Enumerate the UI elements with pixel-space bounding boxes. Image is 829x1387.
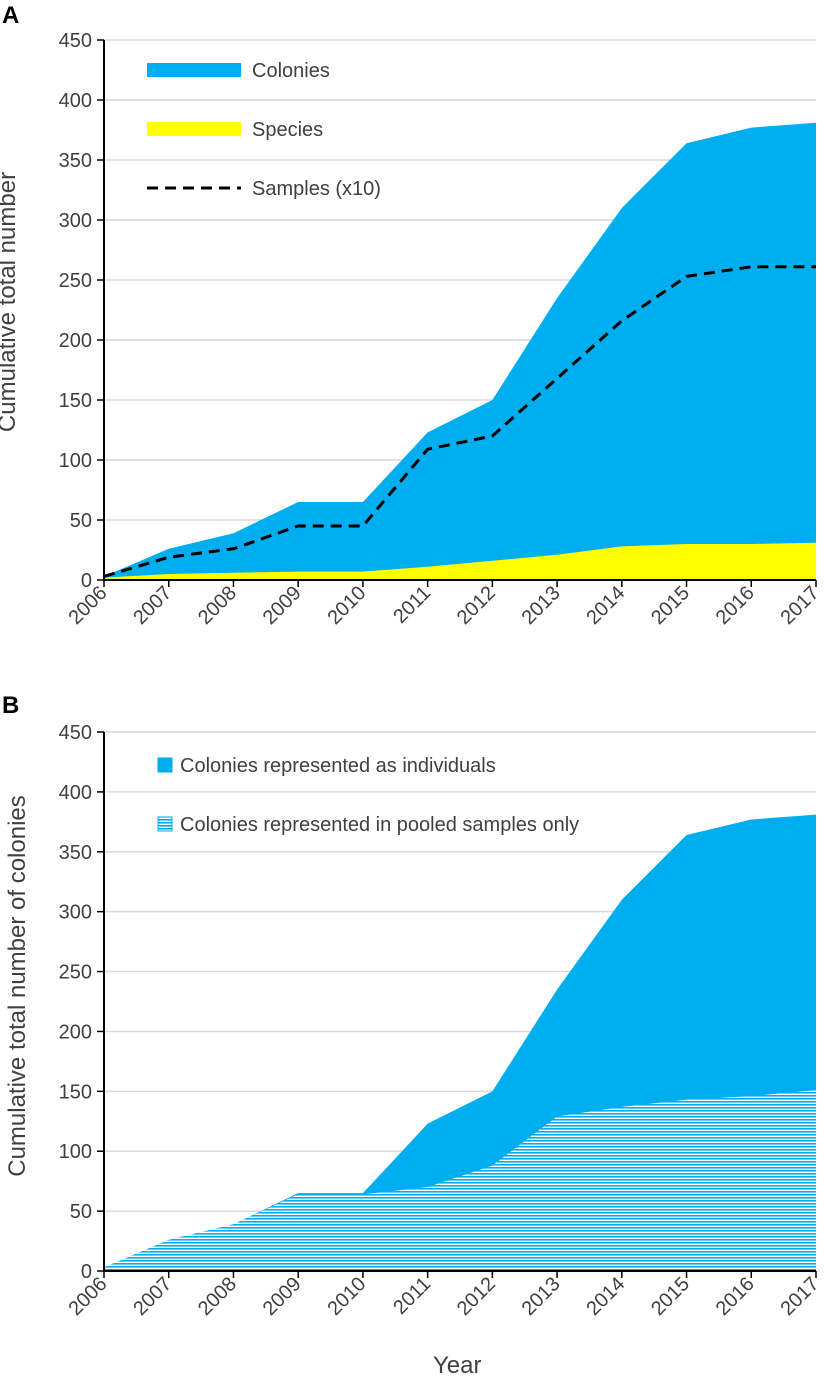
x-tick-label: 2017: [777, 582, 824, 629]
x-tick-label: 2010: [323, 582, 370, 629]
panel-a: A Cumulative total number 0 50 100 150 200 25…: [0, 0, 829, 680]
x-tick-label: 2015: [647, 1273, 694, 1320]
y-tick-label: 450: [59, 722, 92, 744]
x-tick-label: 2009: [259, 1273, 306, 1320]
y-tick-label: 200: [59, 1021, 92, 1043]
y-tick-label: 350: [59, 150, 92, 172]
y-tick-label: 300: [59, 902, 92, 924]
x-tick-label: 2010: [323, 1273, 370, 1320]
x-tick-label: 2017: [777, 1273, 824, 1320]
y-tick-label: 150: [59, 1081, 92, 1103]
x-axis-title: Year: [433, 1352, 482, 1379]
x-tick-label: 2006: [65, 582, 112, 629]
x-tick-label: 2012: [453, 1273, 500, 1320]
y-tick-label: 250: [59, 270, 92, 292]
legend-label-0: Colonies represented as individuals: [180, 755, 496, 777]
y-tick-label: 400: [59, 782, 92, 804]
series-area-1: [104, 542, 816, 580]
x-tick-label: 2011: [389, 1273, 435, 1319]
x-tick-label: 2013: [518, 582, 565, 629]
series-area-1: [104, 1090, 816, 1271]
y-tick-label: 0: [81, 570, 92, 592]
x-tick-label: 2013: [518, 1273, 565, 1320]
x-tick-label: 2011: [389, 582, 435, 628]
x-tick-label: 2012: [453, 582, 500, 629]
legend-label-1: Species: [252, 119, 323, 141]
y-tick-label: 100: [59, 450, 92, 472]
y-tick-label: 250: [59, 962, 92, 984]
legend-label-2: Samples (x10): [252, 178, 381, 200]
x-tick-label: 2014: [582, 1273, 629, 1320]
x-tick-label: 2016: [712, 582, 759, 629]
x-tick-label: 2009: [259, 582, 306, 629]
panel-label: B: [2, 692, 20, 719]
y-tick-label: 200: [59, 330, 92, 352]
y-tick-label: 300: [59, 210, 92, 232]
y-tick-label: 50: [70, 1201, 92, 1223]
y-tick-label: 0: [81, 1261, 92, 1283]
x-tick-label: 2008: [194, 1273, 241, 1320]
legend-swatch-0: [157, 757, 173, 773]
y-tick-label: 400: [59, 90, 92, 112]
x-tick-label: 2007: [129, 582, 176, 629]
x-tick-label: 2007: [129, 1273, 176, 1320]
x-tick-label: 2015: [647, 582, 694, 629]
y-tick-label: 100: [59, 1141, 92, 1163]
y-tick-label: 350: [59, 842, 92, 864]
series-area-0: [104, 122, 816, 581]
x-tick-label: 2006: [65, 1273, 112, 1320]
legend-label-0: Colonies: [252, 60, 330, 82]
legend-swatch-0: [147, 63, 241, 77]
x-tick-label: 2016: [712, 1273, 759, 1320]
y-tick-label: 450: [59, 30, 92, 52]
series-line-2: [103, 265, 816, 578]
x-tick-label: 2008: [194, 582, 241, 629]
legend-swatch-1: [147, 122, 241, 136]
legend-swatch-1: [157, 816, 173, 832]
chart-b: 0 50 100 150 200 250 300 350 400 450 2006 2007 2008 2…: [59, 722, 824, 1320]
legend-label-1: Colonies represented in pooled samples o…: [180, 814, 579, 836]
y-tick-label: 50: [70, 510, 92, 532]
panel-b: B Cumulative total number of colonies Ye…: [0, 690, 829, 1387]
y-tick-label: 150: [59, 390, 92, 412]
x-tick-label: 2014: [582, 582, 629, 629]
panel-label: A: [2, 2, 20, 29]
chart-a: 0 50 100 150 200 250 300 350 400 450 2006 2007 2008 2…: [59, 30, 824, 629]
